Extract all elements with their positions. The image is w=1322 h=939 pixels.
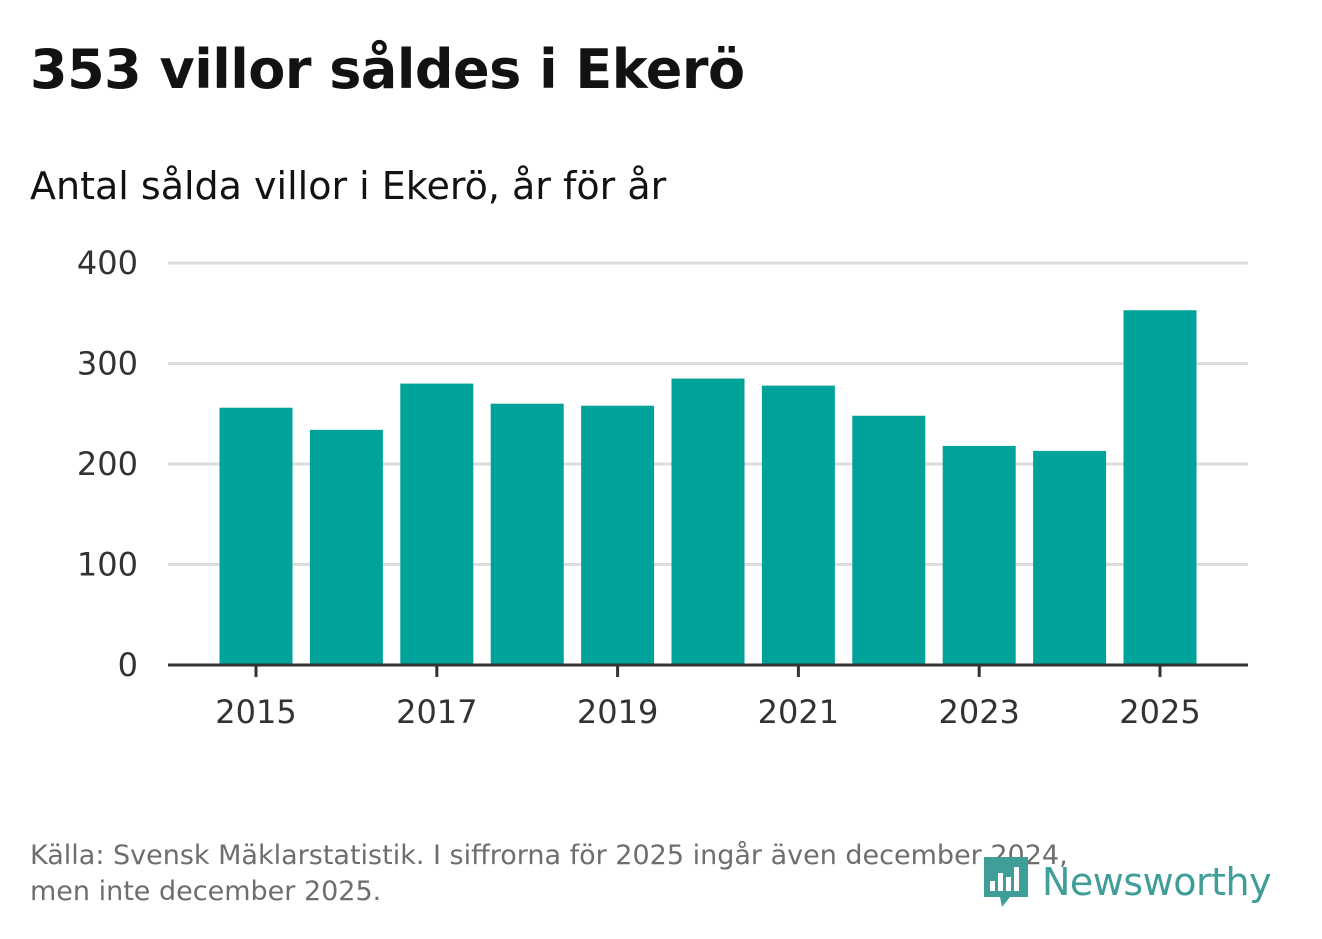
bar-2022 <box>852 415 926 665</box>
y-tick-label-200: 200 <box>77 445 138 483</box>
bar-chart: 0 100 200 300 400 2015 2017 2019 2021 2023 2025 <box>77 244 1248 731</box>
source-note: Källa: Svensk Mäklarstatistik. I siffror… <box>30 838 1230 910</box>
chart-subtitle: Antal sålda villor i Ekerö, år för år <box>30 164 667 208</box>
bar-2016 <box>309 429 383 665</box>
source-line-1: Källa: Svensk Mäklarstatistik. I siffror… <box>30 840 1068 871</box>
x-tick-label-2025: 2025 <box>1119 693 1200 731</box>
bar-2020 <box>671 378 745 665</box>
x-tick-label-2015: 2015 <box>215 693 296 731</box>
y-tick-label-400: 400 <box>77 244 138 282</box>
bar-2024 <box>1033 450 1107 665</box>
newsworthy-logo-text: Newsworthy <box>1042 860 1272 904</box>
source-line-2: men inte december 2025. <box>30 876 382 907</box>
axes: 0 100 200 300 400 2015 2017 2019 2021 2023 2025 <box>77 244 1248 731</box>
newsworthy-logo: Newsworthy <box>980 852 1272 912</box>
chart-title: 353 villor såldes i Ekerö <box>30 38 745 101</box>
x-tick-label-2017: 2017 <box>396 693 477 731</box>
newsworthy-logo-icon <box>984 857 1028 907</box>
bar-2018 <box>490 403 564 665</box>
bar-2021 <box>761 385 835 665</box>
x-tick-label-2019: 2019 <box>577 693 658 731</box>
bar-2019 <box>581 405 655 665</box>
bar-2025 <box>1123 310 1197 665</box>
y-tick-label-300: 300 <box>77 345 138 383</box>
y-tick-label-100: 100 <box>77 546 138 584</box>
bar-2023 <box>942 445 1016 665</box>
x-tick-label-2023: 2023 <box>938 693 1019 731</box>
bars <box>219 310 1197 665</box>
x-tick-label-2021: 2021 <box>758 693 839 731</box>
y-tick-label-0: 0 <box>118 646 138 684</box>
bar-2017 <box>400 383 474 665</box>
bar-2015 <box>219 407 293 665</box>
